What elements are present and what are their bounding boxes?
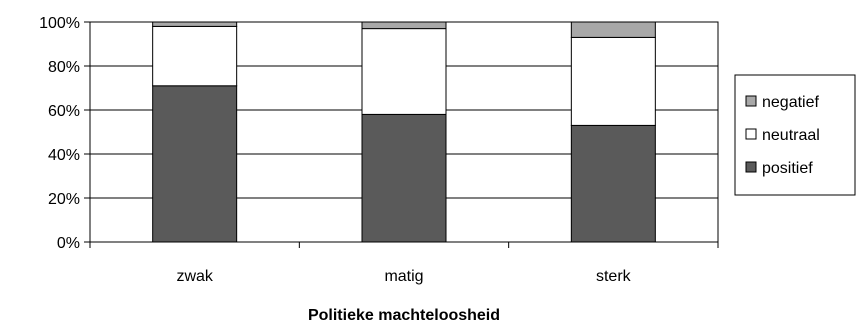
y-tick-label: 40% <box>48 147 80 164</box>
y-tick-label: 60% <box>48 103 80 120</box>
bar-segment-neutraal <box>570 36 656 126</box>
legend-swatch-neutraal <box>745 128 757 140</box>
bar-segment-positief <box>361 113 447 243</box>
legend: negatief neutraal positief <box>734 74 856 196</box>
bar-segment-negatief <box>152 21 238 27</box>
x-tick-label: zwak <box>176 268 213 285</box>
y-axis: 0% 20% 40% 60% 80% 100% <box>39 15 90 252</box>
legend-label-negatief: negatief <box>762 94 819 111</box>
legend-label-neutraal: neutraal <box>762 127 820 144</box>
bars <box>152 21 656 243</box>
bar-segment-neutraal <box>152 25 238 87</box>
bar-segment-neutraal <box>361 28 447 115</box>
y-tick-label: 20% <box>48 191 80 208</box>
x-tick-label: sterk <box>596 268 632 285</box>
x-axis: zwak matig sterk <box>89 242 719 285</box>
legend-swatch-positief <box>745 161 757 173</box>
y-tick-label: 0% <box>57 235 80 252</box>
bar-segment-negatief <box>361 21 447 30</box>
legend-swatch-negatief <box>745 95 757 107</box>
y-tick-label: 80% <box>48 59 80 76</box>
x-tick-label: matig <box>384 268 423 285</box>
bar-segment-negatief <box>570 21 656 38</box>
bar-segment-positief <box>152 85 238 243</box>
bar-segment-positief <box>570 124 656 243</box>
y-tick-label: 100% <box>39 15 80 32</box>
x-axis-title: Politieke machteloosheid <box>308 307 500 324</box>
legend-label-positief: positief <box>762 160 813 177</box>
